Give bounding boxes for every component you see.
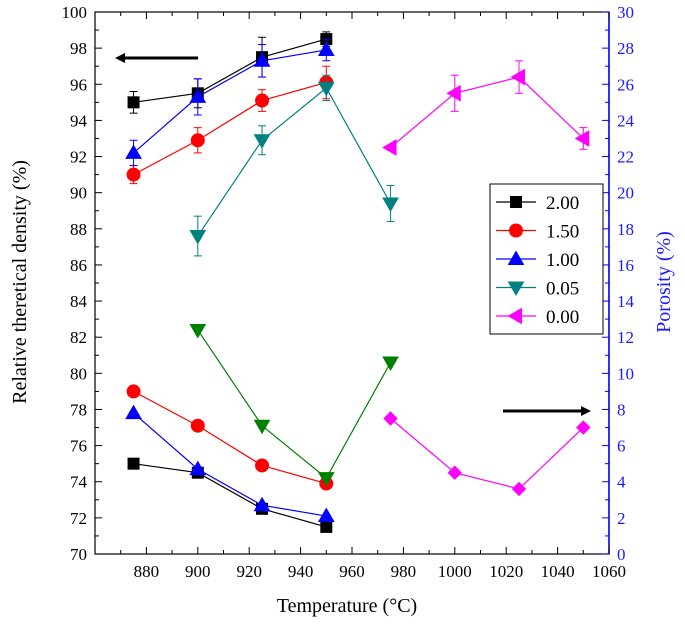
density-point-0-05 — [253, 134, 271, 149]
left-y-tick-label: 76 — [70, 437, 87, 456]
right-y-axis-title: Porosity (%) — [653, 231, 675, 333]
porosity-point-2-00 — [320, 520, 333, 533]
porosity-point-0-00 — [383, 411, 398, 426]
x-tick-label: 1020 — [489, 562, 523, 581]
left-y-tick-label: 74 — [70, 473, 88, 492]
left-y-tick-label: 88 — [70, 220, 87, 239]
porosity-point-0-00 — [447, 465, 463, 480]
density-point-1-00 — [253, 52, 271, 67]
left-y-tick-label: 80 — [70, 364, 87, 383]
right-y-tick-label: 2 — [617, 509, 626, 528]
porosity-point-1-50 — [126, 384, 141, 399]
x-tick-label: 960 — [339, 562, 365, 581]
x-axis-title: Temperature (°C) — [277, 595, 417, 617]
right-y-tick-label: 14 — [617, 292, 635, 311]
legend-label-0-00: 0.00 — [546, 307, 579, 328]
x-tick-label: 980 — [391, 562, 417, 581]
porosity-line-1-50 — [133, 390, 327, 485]
x-tick-label: 1000 — [438, 562, 472, 581]
density-point-0-05 — [382, 197, 399, 213]
legend-marker-1-00 — [507, 250, 525, 265]
porosity-point-0-05 — [382, 356, 399, 371]
left-y-tick-label: 70 — [70, 545, 87, 564]
left-y-tick-label: 82 — [70, 328, 87, 347]
density-point-0-05 — [317, 81, 335, 97]
density-point-1-50 — [190, 133, 205, 148]
porosity-point-1-50 — [190, 418, 205, 433]
porosity-line-0-05 — [197, 329, 392, 480]
legend-marker-0-00 — [507, 307, 522, 325]
legend-marker-2-00 — [510, 196, 522, 208]
density-point-0-00 — [574, 130, 590, 147]
legend-label-1-00: 1.00 — [546, 250, 579, 271]
right-y-tick-label: 4 — [617, 473, 626, 492]
legend-marker-1-50 — [509, 223, 523, 238]
right-y-tick-label: 22 — [617, 148, 634, 167]
left-y-tick-label: 98 — [70, 39, 87, 58]
density-point-0-00 — [382, 139, 397, 156]
left-y-tick-label: 86 — [70, 256, 87, 275]
legend-label-0-05: 0.05 — [546, 279, 579, 300]
density-point-1-00 — [125, 144, 142, 159]
right-y-tick-label: 30 — [617, 3, 634, 22]
porosity-point-0-00 — [511, 481, 527, 497]
right-y-tick-label: 10 — [617, 364, 634, 383]
left-y-tick-label: 84 — [70, 292, 88, 311]
right-y-tick-label: 20 — [617, 184, 634, 203]
density-point-0-00 — [446, 84, 461, 102]
porosity-point-0-05 — [317, 472, 335, 487]
density-point-1-50 — [126, 167, 141, 182]
x-tick-label: 900 — [185, 562, 211, 581]
density-point-0-00 — [510, 68, 526, 86]
x-tick-label: 920 — [236, 562, 262, 581]
density-line-1-50 — [133, 81, 327, 176]
legend-label-1-50: 1.50 — [546, 222, 579, 243]
density-line-0-00 — [390, 76, 584, 148]
porosity-point-1-00 — [189, 460, 207, 476]
right-y-tick-label: 12 — [617, 328, 634, 347]
left-y-tick-label: 78 — [70, 400, 87, 419]
x-tick-label: 880 — [134, 562, 160, 581]
legend-label-2-00: 2.00 — [546, 193, 579, 214]
density-line-1-00 — [133, 49, 327, 154]
porosity-line-2-00 — [133, 463, 327, 528]
left-y-tick-label: 96 — [70, 75, 87, 94]
left-y-tick-label: 100 — [62, 3, 88, 22]
legend-marker-0-05 — [507, 281, 525, 297]
density-point-0-05 — [189, 230, 207, 245]
porosity-point-2-00 — [127, 457, 140, 470]
density-point-1-00 — [189, 88, 207, 103]
x-tick-label: 1060 — [592, 562, 626, 581]
x-tick-label: 1040 — [541, 562, 575, 581]
right-y-tick-label: 0 — [617, 545, 626, 564]
right-y-tick-label: 6 — [617, 437, 626, 456]
density-point-1-00 — [317, 41, 335, 56]
left-y-tick-label: 92 — [70, 148, 87, 167]
porosity-line-0-00 — [390, 418, 584, 490]
density-point-2-00 — [127, 96, 140, 109]
left-y-tick-label: 94 — [70, 111, 88, 130]
x-tick-label: 940 — [288, 562, 314, 581]
porosity-point-0-05 — [253, 419, 271, 435]
left-y-tick-label: 72 — [70, 509, 87, 528]
left-y-tick-label: 90 — [70, 184, 87, 203]
porosity-point-0-05 — [189, 323, 207, 339]
right-y-tick-label: 24 — [617, 111, 635, 130]
right-y-tick-label: 18 — [617, 220, 634, 239]
right-y-tick-label: 28 — [617, 39, 634, 58]
porosity-point-0-00 — [576, 420, 591, 435]
density-line-2-00 — [133, 38, 327, 103]
right-y-tick-label: 8 — [617, 400, 626, 419]
left-y-axis-title: Relative theretical density (%) — [9, 160, 31, 404]
right-y-tick-label: 26 — [617, 75, 634, 94]
porosity-point-1-00 — [317, 507, 335, 523]
density-point-1-50 — [255, 93, 270, 108]
porosity-line-1-00 — [133, 412, 327, 517]
density-line-0-05 — [197, 86, 392, 237]
porosity-point-1-00 — [253, 496, 271, 512]
porosity-point-1-00 — [125, 404, 142, 420]
porosity-point-1-50 — [255, 458, 270, 473]
right-y-tick-label: 16 — [617, 256, 634, 275]
